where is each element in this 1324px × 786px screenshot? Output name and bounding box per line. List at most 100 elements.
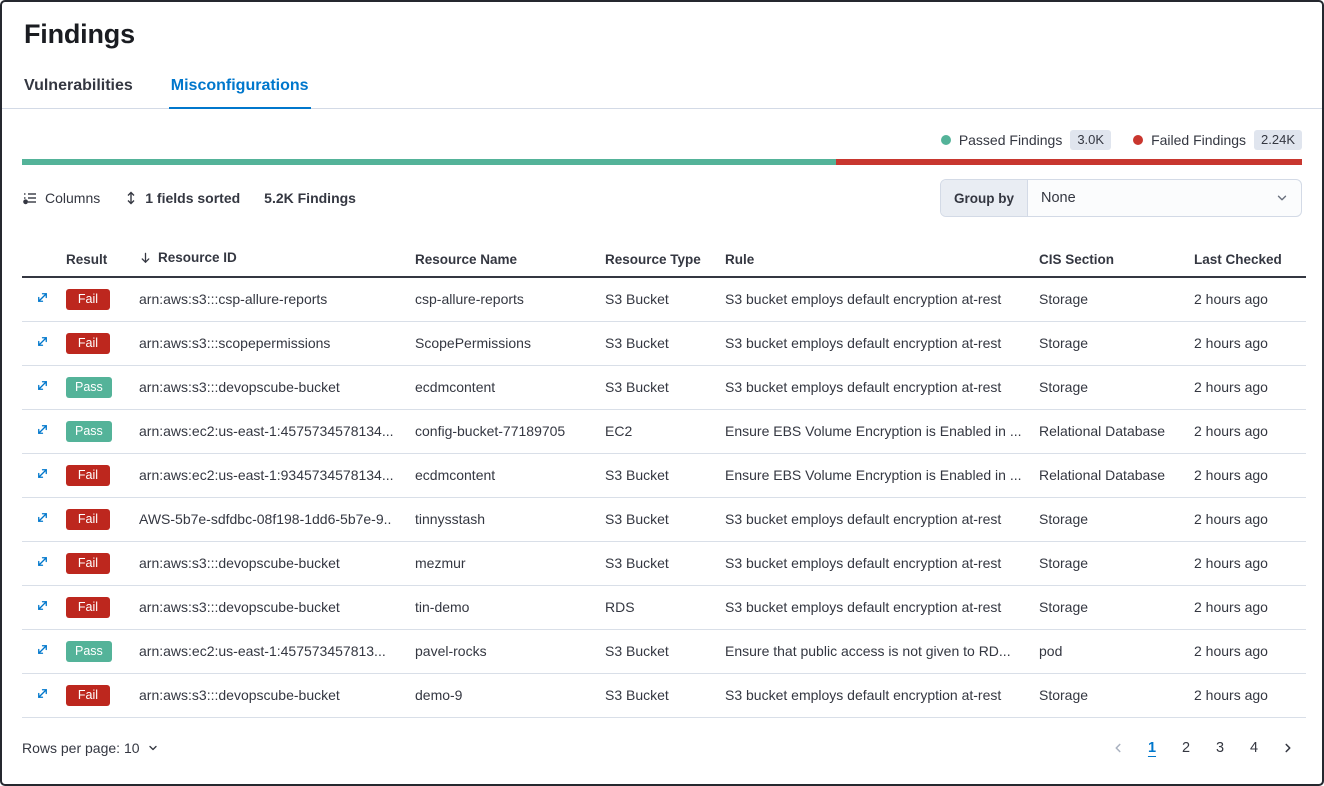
expand-row-button[interactable] [35,334,50,349]
expand-row-button[interactable] [35,378,50,393]
resource-type-cell: RDS [605,585,725,630]
resource-name-cell: demo-9 [415,673,605,718]
last-checked-cell: 2 hours ago [1194,585,1306,630]
rule-cell: Ensure that public access is not given t… [725,629,1039,674]
expand-row-button[interactable] [35,290,50,305]
last-checked-cell: 2 hours ago [1194,497,1306,542]
rule-cell: S3 bucket employs default encryption at-… [725,585,1039,630]
resource-type-cell: S3 Bucket [605,277,725,322]
group-by-label: Group by [941,180,1028,216]
sort-icon [124,190,138,206]
cis-section-cell: Relational Database [1039,453,1194,498]
last-checked-cell: 2 hours ago [1194,541,1306,586]
passed-findings-label: Passed Findings [958,132,1063,148]
cis-section-cell: Storage [1039,321,1194,366]
tab-bar: Vulnerabilities Misconfigurations [2,77,1322,109]
expand-row-button[interactable] [35,554,50,569]
expand-cell [22,629,58,674]
table-toolbar: Columns 1 fields sorted 5.2K Findings Gr… [2,179,1322,217]
result-cell: Fail [58,321,139,366]
result-cell: Fail [58,453,139,498]
resource-type-cell: S3 Bucket [605,453,725,498]
rows-per-page-button[interactable]: Rows per page: 10 [22,740,159,756]
expand-row-button[interactable] [35,686,50,701]
header-result[interactable]: Result [58,242,139,278]
resource-id-cell: arn:aws:s3:::devopscube-bucket [139,673,415,718]
result-badge: Pass [66,420,112,442]
last-checked-cell: 2 hours ago [1194,673,1306,718]
tab-vulnerabilities[interactable]: Vulnerabilities [24,77,133,94]
failed-dot-icon [1133,135,1144,145]
expand-cell [22,365,58,410]
resource-name-cell: ScopePermissions [415,321,605,366]
last-checked-cell: 2 hours ago [1194,629,1306,674]
header-last-checked[interactable]: Last Checked [1194,242,1306,278]
expand-row-button[interactable] [35,598,50,613]
resource-name-cell: tin-demo [415,585,605,630]
result-cell: Fail [58,497,139,542]
sorted-fields-button[interactable]: 1 fields sorted [124,190,240,206]
table-row: Fail arn:aws:s3:::scopepermissions Scope… [22,321,1306,366]
passed-segment [22,159,837,165]
expand-column-header [22,242,58,278]
page-button-2[interactable]: 2 [1172,734,1200,762]
last-checked-cell: 2 hours ago [1194,409,1306,454]
rows-per-page-label: Rows per page: 10 [22,739,140,756]
failed-segment [836,159,1302,165]
rule-cell: Ensure EBS Volume Encryption is Enabled … [725,409,1039,454]
page-button-3[interactable]: 3 [1206,734,1234,762]
table-row: Fail arn:aws:s3:::devopscube-bucket mezm… [22,541,1306,586]
failed-findings-label: Failed Findings [1151,132,1247,148]
expand-row-button[interactable] [35,642,50,657]
resource-name-cell: pavel-rocks [415,629,605,674]
resource-id-cell: arn:aws:ec2:us-east-1:9345734578134... [139,453,415,498]
resource-name-cell: mezmur [415,541,605,586]
group-by-select[interactable]: Group by None [940,179,1302,217]
result-cell: Fail [58,277,139,322]
resource-type-cell: EC2 [605,409,725,454]
resource-name-cell: tinnysstash [415,497,605,542]
last-checked-cell: 2 hours ago [1194,365,1306,410]
cis-section-cell: Storage [1039,541,1194,586]
findings-table: Result Resource ID Resource Name Resourc… [22,242,1306,718]
last-checked-cell: 2 hours ago [1194,453,1306,498]
failed-count-badge: 2.24K [1254,130,1302,150]
expand-cell [22,277,58,322]
expand-cell [22,409,58,454]
columns-icon [22,190,38,206]
pass-fail-distribution-bar [22,159,1302,165]
expand-cell [22,585,58,630]
expand-cell [22,453,58,498]
expand-row-button[interactable] [35,422,50,437]
cis-section-cell: Storage [1039,673,1194,718]
rule-cell: S3 bucket employs default encryption at-… [725,673,1039,718]
last-checked-cell: 2 hours ago [1194,277,1306,322]
page-button-4[interactable]: 4 [1240,734,1268,762]
next-page-button[interactable] [1274,734,1302,762]
table-row: Pass arn:aws:ec2:us-east-1:457573457813.… [22,629,1306,674]
resource-name-cell: csp-allure-reports [415,277,605,322]
header-resource-name[interactable]: Resource Name [415,242,605,278]
resource-type-cell: S3 Bucket [605,629,725,674]
result-cell: Pass [58,629,139,674]
table-row: Fail arn:aws:s3:::devopscube-bucket tin-… [22,585,1306,630]
chevron-down-icon [1275,191,1301,205]
columns-button[interactable]: Columns [22,190,100,206]
cis-section-cell: Relational Database [1039,409,1194,454]
expand-row-button[interactable] [35,510,50,525]
tab-misconfigurations[interactable]: Misconfigurations [168,77,311,109]
header-resource-id[interactable]: Resource ID [139,242,415,278]
header-cis-section[interactable]: CIS Section [1039,242,1194,278]
table-row: Pass arn:aws:s3:::devopscube-bucket ecdm… [22,365,1306,410]
page-button-1[interactable]: 1 [1138,734,1166,762]
previous-page-button[interactable] [1104,734,1132,762]
header-rule[interactable]: Rule [725,242,1039,278]
header-resource-type[interactable]: Resource Type [605,242,725,278]
cis-section-cell: Storage [1039,277,1194,322]
resource-type-cell: S3 Bucket [605,497,725,542]
resource-type-cell: S3 Bucket [605,673,725,718]
rule-cell: S3 bucket employs default encryption at-… [725,365,1039,410]
expand-cell [22,497,58,542]
expand-row-button[interactable] [35,466,50,481]
